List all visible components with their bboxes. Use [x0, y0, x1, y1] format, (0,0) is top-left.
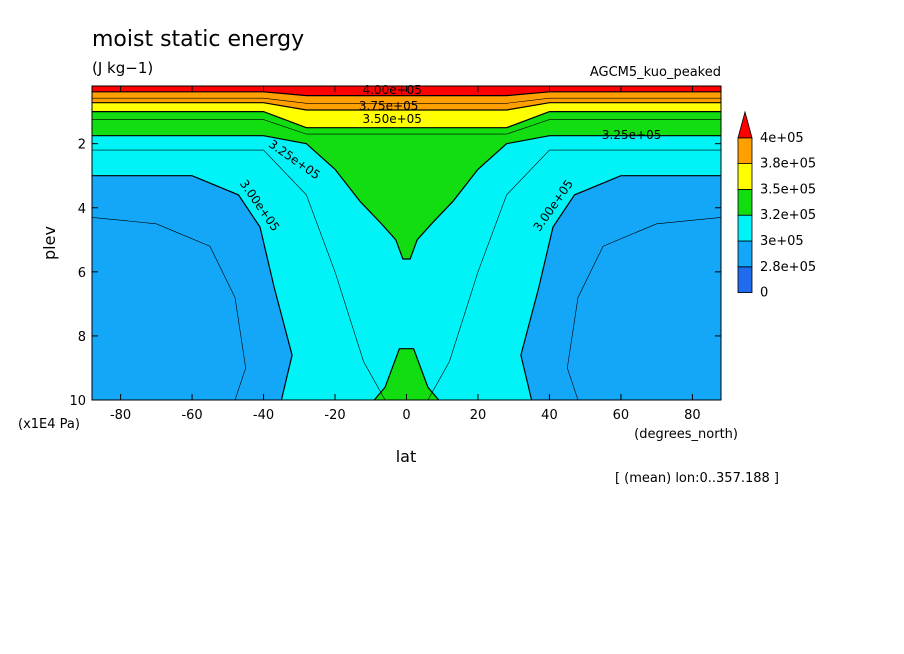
y-tick-label-3: 8: [78, 330, 86, 345]
x-tick-label-5: 20: [470, 408, 487, 423]
colorbar-box-4: [737, 163, 753, 190]
thin-contour-0: [91, 217, 247, 401]
colorbar-label-3: 3.2e+05: [760, 208, 816, 223]
y-tick-label-2: 6: [78, 266, 86, 281]
colorbar-label-6: 4e+05: [760, 131, 804, 146]
thin-contour-5: [92, 97, 721, 104]
contour-line-3: [373, 348, 440, 401]
contour-line-6: [92, 91, 721, 97]
x-tick-label-8: 80: [684, 408, 701, 423]
x-tick-label-3: -20: [324, 408, 345, 423]
y-tick-label-0: 2: [78, 138, 86, 153]
region-3: [374, 348, 439, 400]
x-tick-label-1: -60: [181, 408, 202, 423]
contour-label-2: 3.50e+05: [362, 112, 421, 126]
region-2: [92, 86, 721, 259]
chart-title: moist static energy: [92, 27, 304, 52]
y-unit-label: (x1E4 Pa): [18, 417, 80, 432]
y-tick-label-1: 4: [78, 202, 86, 217]
contour-line-1: [520, 175, 721, 401]
x-axis-label: lat: [396, 447, 417, 466]
contour-label-3: 3.25e+05: [602, 128, 661, 142]
colorbar: 0 2.8e+05 3e+05 3.2e+05 3.5e+05 3.8e+05 4e+05: [737, 110, 816, 301]
colorbar-box-3: [737, 188, 753, 216]
colorbar-box-1: [737, 240, 753, 268]
thin-contour-4: [92, 119, 721, 135]
thin-contour-2: [92, 149, 386, 401]
contour-label-1: 3.75e+05: [359, 99, 418, 113]
thin-contour-3: [427, 149, 721, 401]
footer-note: [ (mean) lon:0..357.188 ]: [615, 471, 779, 486]
contour-label-0: 4.00e+05: [362, 83, 421, 97]
x-tick-label-4: 0: [402, 408, 410, 423]
contour-line-5: [92, 102, 721, 111]
contour-line-4: [92, 111, 721, 129]
y-axis-ticks: 2 4 6 8 10: [69, 138, 721, 409]
contour-line-2: [92, 135, 721, 260]
contour-lines: [91, 91, 722, 401]
x-tick-label-6: 40: [541, 408, 558, 423]
thin-contour-1: [566, 217, 722, 401]
run-label: AGCM5_kuo_peaked: [590, 65, 721, 80]
colorbar-box-5: [737, 137, 753, 165]
x-unit-label: (degrees_north): [634, 427, 738, 442]
colorbar-box-0: [737, 266, 753, 293]
y-tick-label-4: 10: [69, 394, 86, 409]
y-axis-label: plev: [40, 226, 59, 260]
colorbar-label-4: 3.5e+05: [760, 182, 816, 197]
x-tick-label-2: -40: [253, 408, 274, 423]
plot-area: 4.00e+053.75e+053.50e+053.25e+053.25e+05…: [91, 83, 722, 401]
x-tick-label-7: 60: [613, 408, 630, 423]
colorbar-label-0: 0: [760, 286, 768, 301]
units-label: (J kg−1): [92, 59, 153, 77]
colorbar-label-5: 3.8e+05: [760, 157, 816, 172]
colorbar-box-2: [737, 214, 753, 242]
x-tick-label-0: -80: [110, 408, 131, 423]
colorbar-triangle: [737, 110, 753, 139]
contour-line-0: [92, 175, 293, 401]
colorbar-label-1: 2.8e+05: [760, 260, 816, 275]
x-axis-ticks: -80 -60 -40 -20 0 20 40 60 80: [110, 86, 701, 423]
colorbar-label-2: 3e+05: [760, 234, 804, 249]
